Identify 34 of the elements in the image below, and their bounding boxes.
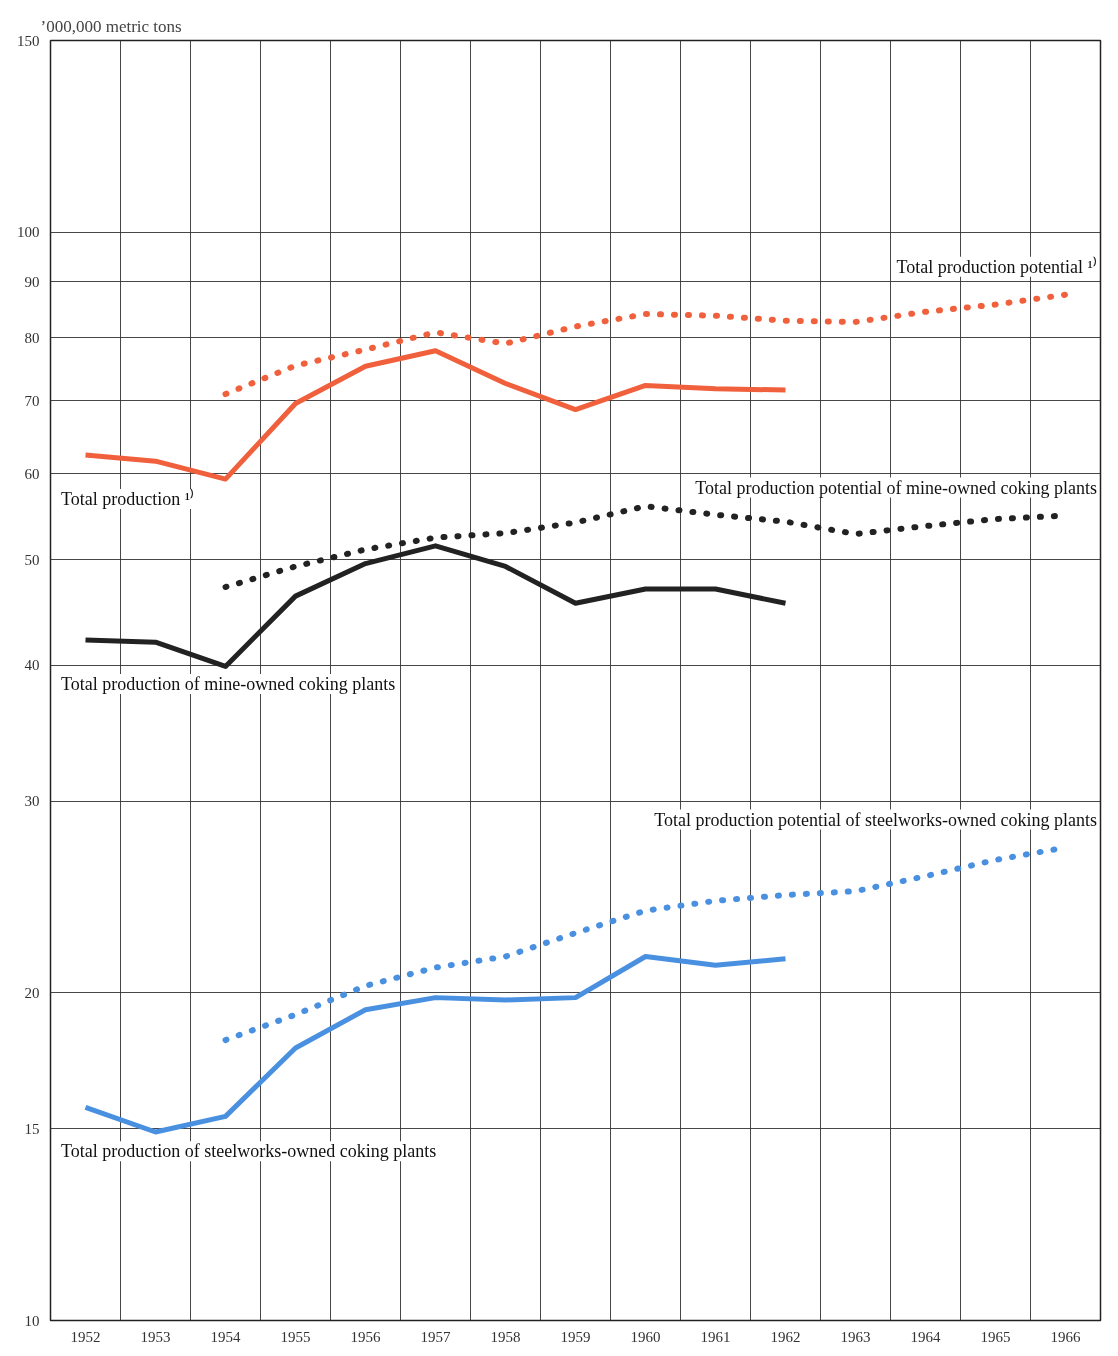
y-tick-label: 40 — [24, 657, 40, 674]
x-tick-label: 1963 — [840, 1328, 871, 1345]
y-tick-label: 15 — [24, 1120, 40, 1137]
x-tick-label: 1966 — [1050, 1328, 1081, 1345]
series-label: Total production ¹⁾ — [61, 488, 195, 510]
x-tick-label: 1953 — [140, 1328, 171, 1345]
y-tick-label: 80 — [24, 329, 40, 346]
x-tick-label: 1958 — [490, 1328, 521, 1345]
x-tick-label: 1956 — [350, 1328, 381, 1345]
series-label: Total production potential of mine-owned coking plants — [695, 477, 1097, 498]
x-tick-label: 1952 — [70, 1328, 101, 1345]
text: Total production potential of steelworks-owned coking plants — [654, 809, 1098, 830]
text: Total production potential ¹⁾ — [896, 255, 1097, 277]
series-label: Total production of mine-owned coking plants — [61, 673, 396, 694]
x-tick-label: 1960 — [630, 1328, 661, 1345]
x-tick-label: 1964 — [910, 1328, 941, 1345]
y-tick-label: 20 — [24, 984, 40, 1001]
y-tick-label: 90 — [24, 273, 40, 290]
y-tick-label: 10 — [24, 1312, 40, 1329]
y-axis-title: ’000,000 metric tons — [40, 16, 182, 36]
y-tick-label: 50 — [24, 551, 40, 568]
y-tick-label: 150 — [17, 32, 40, 49]
x-tick-label: 1955 — [280, 1328, 311, 1345]
y-tick-label: 30 — [24, 793, 40, 810]
text: Total production of steelworks-owned coking plants — [61, 1141, 437, 1162]
y-tick-label: 70 — [24, 392, 40, 409]
y-tick-label: 100 — [17, 224, 40, 241]
x-tick-label: 1962 — [770, 1328, 801, 1345]
x-tick-label: 1961 — [700, 1328, 731, 1345]
x-tick-label: 1954 — [210, 1328, 241, 1345]
y-tick-label: 60 — [24, 465, 40, 482]
x-tick-label: 1957 — [420, 1328, 451, 1345]
x-tick-label: 1965 — [980, 1328, 1011, 1345]
x-tick-label: 1959 — [560, 1328, 591, 1345]
